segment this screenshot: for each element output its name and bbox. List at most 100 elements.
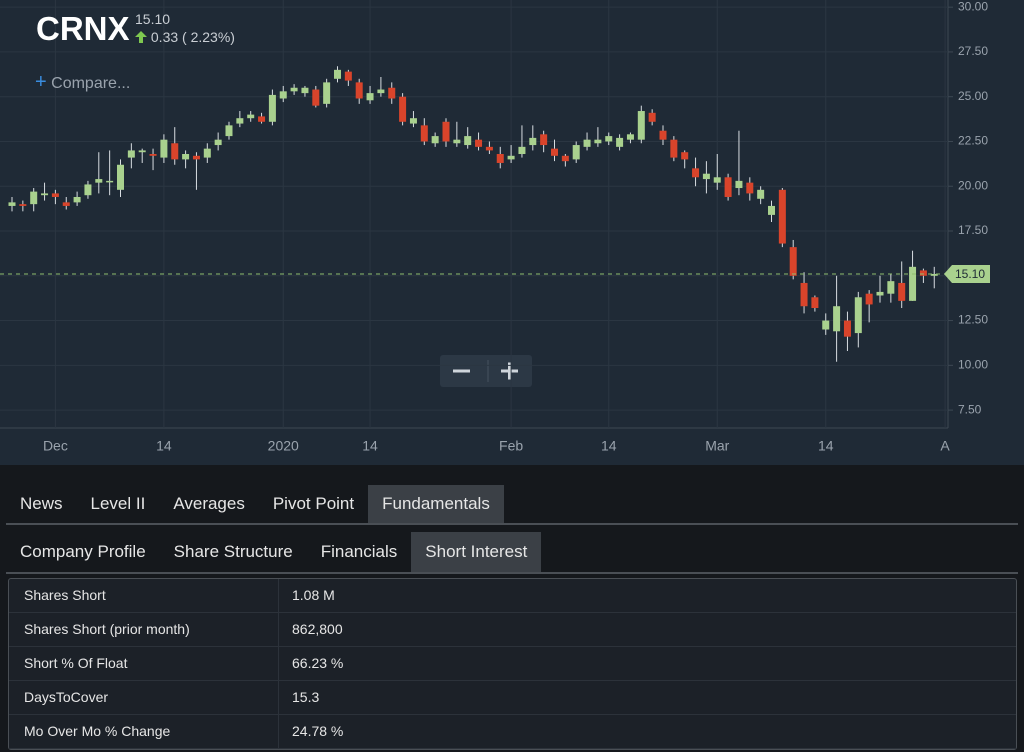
candle-body: [876, 291, 884, 296]
cell-label: Short % Of Float: [9, 647, 279, 680]
candle-body: [268, 94, 276, 122]
candle-body: [160, 139, 168, 158]
subtab[interactable]: Share Structure: [173, 542, 293, 561]
subtab[interactable]: Company Profile: [20, 542, 146, 561]
candle-body: [290, 87, 298, 92]
symbol: CRNX: [36, 10, 130, 47]
candle-body: [778, 189, 786, 244]
tab[interactable]: News: [20, 494, 63, 513]
table-row: Shares Short (prior month) 862,800: [9, 613, 1016, 647]
candle-body: [485, 146, 493, 151]
candle-body: [854, 297, 862, 334]
candle-body: [41, 193, 49, 196]
candle-body: [626, 134, 634, 140]
tab[interactable]: Averages: [173, 494, 245, 513]
candle-body: [366, 93, 374, 101]
candle-body: [843, 320, 851, 337]
candle-body: [757, 189, 765, 199]
x-tick-label: Mar: [705, 438, 729, 454]
tab[interactable]: Pivot Point: [272, 494, 355, 513]
candle-body: [529, 137, 537, 146]
candle-body: [898, 282, 906, 301]
change-row: 0.33 ( 2.23%): [135, 29, 235, 45]
plus-icon: +: [35, 71, 47, 93]
candle-body: [507, 155, 515, 160]
chart: 30.0027.5025.0022.5020.0017.5015.0012.50…: [0, 0, 1024, 465]
candle-body: [670, 139, 678, 158]
candle-body: [616, 137, 624, 147]
candle-body: [681, 152, 689, 160]
candle-body: [496, 154, 504, 163]
table-row: Mo Over Mo % Change 24.78 %: [9, 715, 1016, 749]
candle-body: [789, 247, 797, 276]
candle-body: [312, 89, 320, 106]
tab[interactable]: Fundamentals: [368, 485, 504, 523]
candle-body: [106, 180, 114, 183]
candle-body: [800, 282, 808, 307]
up-arrow: [135, 31, 147, 43]
cell-value: 24.78 %: [292, 723, 344, 739]
y-tick-label: 27.50: [958, 44, 988, 58]
x-tick-label: 2020: [268, 438, 299, 454]
candle-body: [572, 145, 580, 160]
candle-body: [811, 297, 819, 309]
table-row: DaysToCover 15.3: [9, 681, 1016, 715]
y-tick-label: 7.50: [958, 402, 982, 416]
candle-body: [247, 114, 255, 119]
x-tick-label: 14: [818, 438, 834, 454]
candle-body: [930, 273, 938, 276]
candle-body: [583, 139, 591, 147]
candle-body: [431, 136, 439, 144]
candle-body: [561, 155, 569, 162]
subtab[interactable]: Short Interest: [411, 532, 542, 572]
candle-body: [453, 139, 461, 144]
cell-value: 66.23 %: [292, 655, 344, 671]
candle-body: [225, 125, 233, 137]
candle-body: [865, 293, 873, 305]
candle-body: [746, 182, 754, 194]
candle-body: [648, 112, 656, 122]
candle-body: [909, 266, 917, 301]
tab[interactable]: Level II: [90, 494, 146, 513]
candle-body: [279, 91, 287, 99]
cell-value: 1.08 M: [292, 587, 335, 603]
candle-body: [637, 111, 645, 140]
y-tick-label: 10.00: [958, 357, 988, 371]
candle-body: [377, 89, 385, 94]
candle-body: [518, 146, 526, 155]
compare-text: Compare...: [51, 75, 131, 92]
candle-body: [214, 139, 222, 146]
candle-body: [464, 136, 472, 146]
candle-body: [117, 164, 124, 190]
candle-body: [399, 96, 407, 122]
candle-body: [659, 130, 667, 140]
candle-body: [442, 121, 450, 142]
table-row: Short % Of Float 66.23 %: [9, 647, 1016, 681]
cell-label: Shares Short (prior month): [9, 613, 279, 646]
candle-body: [258, 116, 266, 122]
zoom-controls: [440, 355, 532, 387]
compare-button[interactable]: + Compare...: [35, 71, 130, 94]
y-tick-label: 17.50: [958, 223, 988, 237]
candle-body: [692, 168, 700, 178]
price: 15.10: [135, 11, 171, 27]
tab-bar: News Level II Averages Pivot Point Fundament…: [6, 485, 1018, 525]
candle-body: [62, 202, 70, 206]
candle-body: [19, 204, 27, 206]
table-row: Shares Short 1.08 M: [9, 579, 1016, 613]
candle-body: [388, 87, 396, 99]
y-tick-label: 22.50: [958, 134, 988, 148]
y-tick-label: 20.00: [958, 178, 988, 192]
candle-body: [73, 196, 81, 203]
candle-body: [540, 134, 548, 146]
candle-body: [605, 136, 613, 142]
candle-body: [138, 150, 146, 153]
candle-body: [95, 179, 103, 183]
candle-body: [409, 118, 417, 124]
candle-body: [551, 148, 558, 156]
cell-label: Shares Short: [9, 579, 279, 612]
subtab[interactable]: Financials: [320, 542, 398, 561]
change: 0.33 ( 2.23%): [150, 29, 235, 45]
last-price-tag: [944, 264, 990, 283]
